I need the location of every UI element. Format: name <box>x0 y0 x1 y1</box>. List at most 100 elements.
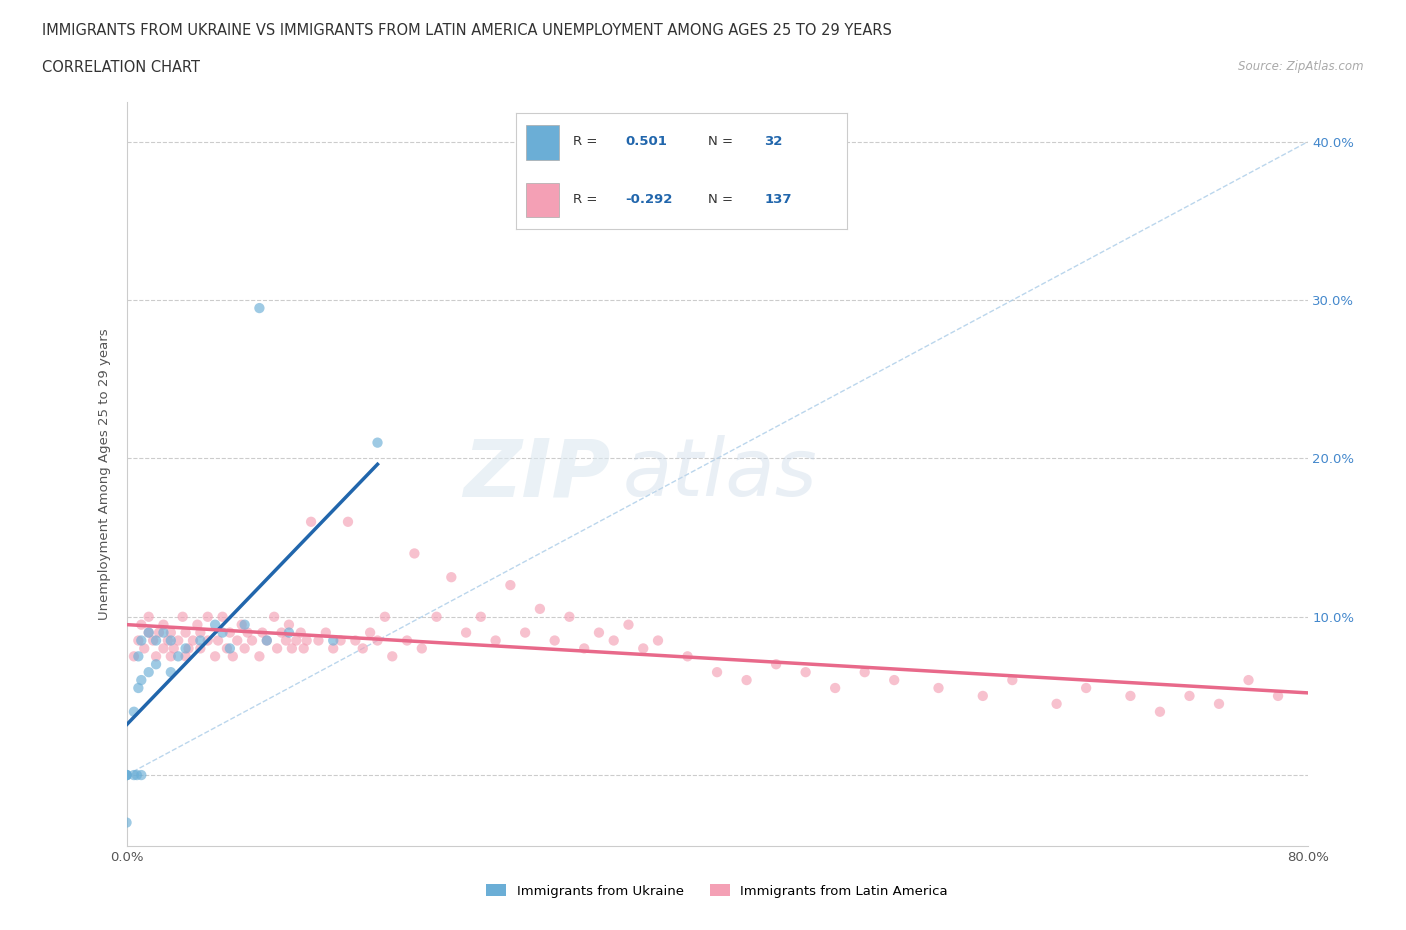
Point <box>735 672 758 687</box>
Point <box>329 633 352 648</box>
Point <box>219 641 242 656</box>
Point <box>222 649 245 664</box>
Point <box>1178 688 1201 703</box>
Point <box>281 641 304 656</box>
Point <box>236 625 259 640</box>
Point <box>266 641 288 656</box>
Point <box>247 300 270 315</box>
Point <box>188 633 211 648</box>
Point <box>127 633 149 648</box>
Point <box>374 609 396 624</box>
Point <box>256 633 278 648</box>
Point <box>159 633 183 648</box>
Point <box>152 625 174 640</box>
Point <box>188 625 211 640</box>
Point <box>159 665 183 680</box>
Point <box>337 514 360 529</box>
Point <box>588 625 610 640</box>
Legend: Immigrants from Ukraine, Immigrants from Latin America: Immigrants from Ukraine, Immigrants from… <box>481 879 953 903</box>
Point <box>404 546 426 561</box>
Point <box>129 767 153 782</box>
Point <box>129 618 153 632</box>
Point <box>270 625 292 640</box>
Point <box>186 618 208 632</box>
Point <box>1208 697 1230 711</box>
Point <box>381 649 404 664</box>
Point <box>167 633 190 648</box>
Point <box>529 602 551 617</box>
Point <box>278 618 301 632</box>
Point <box>425 609 447 624</box>
Point <box>122 704 145 719</box>
Point <box>617 618 640 632</box>
Point <box>142 633 165 648</box>
Point <box>295 633 318 648</box>
Point <box>233 618 256 632</box>
Point <box>299 514 322 529</box>
Point <box>138 625 160 640</box>
Point <box>156 633 179 648</box>
Text: ZIP: ZIP <box>464 435 610 513</box>
Point <box>145 633 167 648</box>
Point <box>676 649 699 664</box>
Point <box>115 767 138 782</box>
Point <box>274 633 297 648</box>
Point <box>1045 697 1069 711</box>
Point <box>1149 704 1171 719</box>
Point <box>127 649 149 664</box>
Point <box>115 767 138 782</box>
Point <box>263 609 285 624</box>
Point <box>181 633 204 648</box>
Point <box>148 625 170 640</box>
Point <box>1237 672 1260 687</box>
Text: atlas: atlas <box>623 435 817 513</box>
Point <box>207 633 229 648</box>
Point <box>211 609 233 624</box>
Point <box>125 767 148 782</box>
Point <box>322 641 344 656</box>
Point <box>315 625 337 640</box>
Text: Source: ZipAtlas.com: Source: ZipAtlas.com <box>1239 60 1364 73</box>
Point <box>219 625 242 640</box>
Point <box>127 681 149 696</box>
Point <box>159 649 183 664</box>
Point <box>134 641 156 656</box>
Point <box>197 633 219 648</box>
Point <box>366 633 388 648</box>
Point <box>285 633 308 648</box>
Point <box>352 641 374 656</box>
Point <box>197 609 219 624</box>
Point <box>204 618 226 632</box>
Text: CORRELATION CHART: CORRELATION CHART <box>42 60 200 75</box>
Point <box>240 633 263 648</box>
Point <box>603 633 626 648</box>
Point <box>174 641 197 656</box>
Point <box>499 578 522 592</box>
Point <box>172 609 194 624</box>
Point <box>226 633 249 648</box>
Point <box>138 609 160 624</box>
Point <box>256 633 278 648</box>
Point <box>853 665 876 680</box>
Point <box>129 672 153 687</box>
Point <box>233 641 256 656</box>
Point <box>1119 688 1142 703</box>
Point <box>928 681 950 696</box>
Point <box>122 649 145 664</box>
Point <box>115 767 138 782</box>
Point <box>484 633 508 648</box>
Point <box>215 641 238 656</box>
Point <box>411 641 433 656</box>
Point <box>211 625 233 640</box>
Point <box>1267 688 1289 703</box>
Point <box>543 633 565 648</box>
Point <box>115 767 138 782</box>
Point <box>574 641 596 656</box>
Point <box>247 649 270 664</box>
Point <box>1001 672 1024 687</box>
Point <box>307 633 329 648</box>
Point <box>115 815 138 830</box>
Point <box>1076 681 1098 696</box>
Point <box>163 641 186 656</box>
Point <box>440 570 463 585</box>
